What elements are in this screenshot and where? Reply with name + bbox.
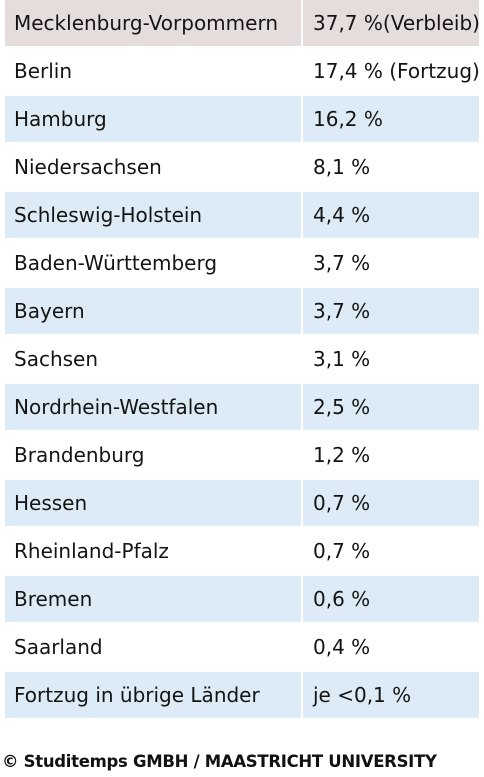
value-cell: 3,7 %: [301, 239, 479, 288]
value-cell: 0,7 %: [301, 479, 479, 528]
state-cell: Rheinland-Pfalz: [5, 527, 302, 576]
value-cell: je <0,1 %: [301, 671, 479, 720]
migration-table: Mecklenburg-Vorpommern 37,7 %(Verbleib) …: [5, 0, 480, 720]
table-row: Berlin 17,4 % (Fortzug): [5, 47, 480, 96]
state-cell: Hessen: [5, 479, 302, 528]
state-cell: Sachsen: [5, 335, 302, 384]
value-cell: 3,1 %: [301, 335, 479, 384]
value-cell: 2,5 %: [301, 383, 479, 432]
copyright-credit: © Studitemps GMBH / MAASTRICHT UNIVERSIT…: [2, 752, 437, 771]
value-cell: 0,4 %: [301, 623, 479, 672]
table-row: Schleswig-Holstein 4,4 %: [5, 191, 479, 240]
table-row: Baden-Württemberg 3,7 %: [5, 239, 479, 288]
table-row: Saarland 0,4 %: [5, 623, 479, 672]
table-row: Hessen 0,7 %: [5, 479, 479, 528]
value-cell: 0,7 %: [301, 527, 479, 576]
table-header-row: Mecklenburg-Vorpommern 37,7 %(Verbleib): [5, 0, 480, 48]
state-cell: Bayern: [5, 287, 302, 336]
value-cell: 3,7 %: [301, 287, 479, 336]
header-state-cell: Mecklenburg-Vorpommern: [5, 0, 302, 48]
value-cell: 0,6 %: [301, 575, 479, 624]
state-cell: Nordrhein-Westfalen: [5, 383, 302, 432]
value-cell: 1,2 %: [301, 431, 479, 480]
state-cell: Niedersachsen: [5, 143, 302, 192]
migration-table-container: Mecklenburg-Vorpommern 37,7 %(Verbleib) …: [5, 0, 480, 720]
table-row: Bremen 0,6 %: [5, 575, 479, 624]
value-cell: 17,4 % (Fortzug): [301, 47, 480, 96]
state-cell: Schleswig-Holstein: [5, 191, 302, 240]
state-cell: Saarland: [5, 623, 302, 672]
state-cell: Berlin: [5, 47, 302, 96]
table-row: Brandenburg 1,2 %: [5, 431, 479, 480]
state-cell: Brandenburg: [5, 431, 302, 480]
table-row: Fortzug in übrige Länder je <0,1 %: [5, 671, 479, 720]
table-row: Hamburg 16,2 %: [5, 95, 479, 144]
value-cell: 8,1 %: [301, 143, 479, 192]
state-cell: Hamburg: [5, 95, 302, 144]
table-row: Nordrhein-Westfalen 2,5 %: [5, 383, 479, 432]
value-cell: 16,2 %: [301, 95, 479, 144]
table-row: Sachsen 3,1 %: [5, 335, 479, 384]
value-cell: 4,4 %: [301, 191, 479, 240]
table-row: Rheinland-Pfalz 0,7 %: [5, 527, 479, 576]
state-cell: Fortzug in übrige Länder: [5, 671, 302, 720]
state-cell: Bremen: [5, 575, 302, 624]
state-cell: Baden-Württemberg: [5, 239, 302, 288]
table-row: Niedersachsen 8,1 %: [5, 143, 479, 192]
table-row: Bayern 3,7 %: [5, 287, 479, 336]
header-value-cell: 37,7 %(Verbleib): [301, 0, 480, 48]
